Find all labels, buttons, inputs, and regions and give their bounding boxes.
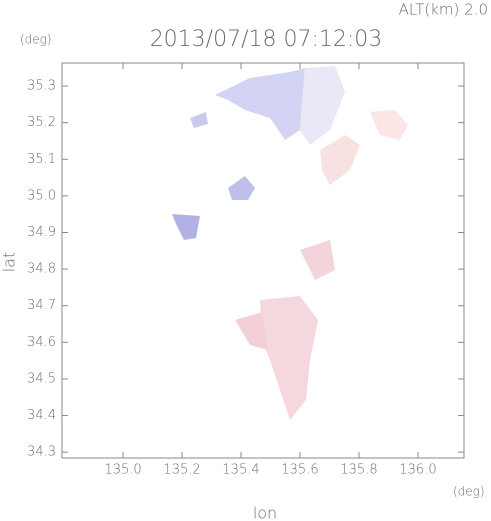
y-tick-label: 35.2 bbox=[27, 115, 56, 130]
altitude-label: ALT(km) 2.0 bbox=[399, 1, 488, 19]
echo-field bbox=[172, 66, 408, 420]
y-unit: (deg) bbox=[20, 33, 52, 47]
y-tick-label: 34.5 bbox=[27, 371, 56, 386]
x-tick-label: 136.0 bbox=[399, 463, 436, 478]
x-tick-label: 135.0 bbox=[104, 463, 141, 478]
y-axis-label: lat bbox=[0, 252, 19, 273]
echo bbox=[215, 68, 305, 140]
x-unit: (deg) bbox=[453, 485, 485, 499]
echo bbox=[260, 296, 318, 420]
echo bbox=[320, 135, 360, 185]
plot-frame bbox=[61, 62, 465, 459]
y-tick-label: 34.7 bbox=[27, 298, 56, 313]
x-tick-label: 135.4 bbox=[222, 463, 259, 478]
echo bbox=[235, 312, 268, 350]
echo bbox=[172, 214, 200, 240]
echo bbox=[190, 112, 208, 128]
y-tick-label: 35.3 bbox=[27, 79, 56, 94]
y-tick-label: 34.6 bbox=[27, 335, 56, 350]
x-tick-label: 135.2 bbox=[163, 463, 200, 478]
y-tick-label: 35.1 bbox=[27, 152, 56, 167]
y-tick-label: 35.0 bbox=[27, 188, 56, 203]
echo bbox=[370, 110, 408, 140]
x-axis-label: lon bbox=[253, 504, 277, 521]
y-tick-label: 34.8 bbox=[27, 262, 56, 277]
y-tick-label: 34.4 bbox=[27, 408, 56, 423]
echo bbox=[300, 66, 345, 145]
x-tick-label: 135.6 bbox=[281, 463, 318, 478]
echo bbox=[300, 240, 335, 280]
x-tick-label: 135.8 bbox=[340, 463, 377, 478]
chart-title: 2013/07/18 07:12:03 bbox=[150, 27, 383, 52]
echo bbox=[228, 176, 255, 200]
y-tick-label: 34.9 bbox=[27, 225, 56, 240]
y-tick-label: 34.3 bbox=[27, 445, 56, 460]
